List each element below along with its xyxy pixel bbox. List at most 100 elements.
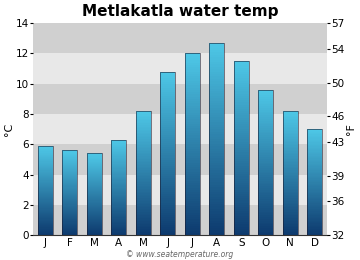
Bar <box>87 161 102 162</box>
Bar <box>38 203 53 204</box>
Bar <box>38 184 53 185</box>
Bar <box>210 182 224 185</box>
Bar <box>111 195 126 196</box>
Bar <box>234 198 249 200</box>
Bar <box>234 113 249 115</box>
Bar <box>38 156 53 157</box>
Bar <box>161 145 175 147</box>
Bar <box>258 183 273 184</box>
Bar <box>234 181 249 183</box>
Bar <box>307 166 322 168</box>
Bar <box>62 209 77 210</box>
Bar <box>234 126 249 128</box>
Bar <box>161 153 175 155</box>
Bar <box>258 137 273 139</box>
Bar <box>87 170 102 171</box>
Bar <box>62 210 77 211</box>
Bar <box>161 139 175 141</box>
Bar <box>258 203 273 204</box>
Bar <box>136 134 150 136</box>
Bar <box>307 146 322 148</box>
Bar <box>283 210 298 212</box>
Bar <box>234 150 249 152</box>
Bar <box>87 214 102 215</box>
Bar <box>87 215 102 216</box>
Bar <box>62 224 77 225</box>
Bar <box>283 133 298 134</box>
Bar <box>258 108 273 110</box>
Bar <box>136 122 150 124</box>
Bar <box>234 81 249 83</box>
Bar <box>38 157 53 158</box>
Bar <box>62 200 77 201</box>
Bar <box>283 204 298 206</box>
Bar <box>185 99 199 101</box>
Bar <box>185 83 199 85</box>
Bar <box>185 124 199 126</box>
Bar <box>161 131 175 133</box>
Bar <box>38 233 53 234</box>
Bar <box>185 144 199 147</box>
Bar <box>161 129 175 131</box>
Bar <box>161 72 175 74</box>
Bar <box>234 218 249 220</box>
Bar <box>210 221 224 223</box>
Bar <box>210 161 224 163</box>
Bar <box>307 213 322 214</box>
Bar <box>185 222 199 224</box>
Bar <box>307 172 322 173</box>
Bar <box>283 229 298 231</box>
Bar <box>307 141 322 142</box>
Bar <box>210 216 224 218</box>
Bar <box>111 232 126 233</box>
Bar <box>136 199 150 201</box>
Bar <box>234 142 249 144</box>
Bar <box>210 180 224 182</box>
Bar <box>87 213 102 214</box>
Bar <box>62 172 77 173</box>
Bar <box>283 148 298 150</box>
Bar <box>283 209 298 210</box>
Bar <box>258 97 273 99</box>
Bar <box>210 136 224 139</box>
Bar <box>185 53 199 56</box>
Bar <box>258 93 273 95</box>
Bar <box>185 215 199 217</box>
Bar <box>258 106 273 108</box>
Bar <box>62 158 77 159</box>
Bar <box>283 175 298 176</box>
Bar <box>87 189 102 190</box>
Bar <box>161 151 175 153</box>
Bar <box>234 89 249 92</box>
Bar <box>210 149 224 151</box>
Bar <box>111 189 126 190</box>
Bar <box>210 48 224 50</box>
Bar <box>234 183 249 185</box>
Bar <box>62 157 77 158</box>
Bar <box>283 111 298 113</box>
Bar <box>185 217 199 219</box>
Bar <box>87 216 102 217</box>
Bar <box>87 178 102 179</box>
Bar <box>210 139 224 141</box>
Bar <box>307 169 322 170</box>
Bar <box>161 155 175 158</box>
Bar <box>234 203 249 205</box>
Bar <box>185 199 199 201</box>
Bar <box>234 216 249 218</box>
Bar <box>161 113 175 115</box>
Bar <box>185 231 199 233</box>
Bar <box>111 213 126 214</box>
Bar <box>87 218 102 219</box>
Bar <box>234 144 249 146</box>
Bar <box>38 216 53 217</box>
Bar <box>111 196 126 197</box>
Bar <box>38 195 53 196</box>
Bar <box>87 197 102 198</box>
Bar <box>38 188 53 190</box>
Bar <box>234 65 249 68</box>
Bar <box>234 79 249 81</box>
Bar <box>38 221 53 222</box>
Bar <box>136 117 150 119</box>
Bar <box>161 200 175 203</box>
